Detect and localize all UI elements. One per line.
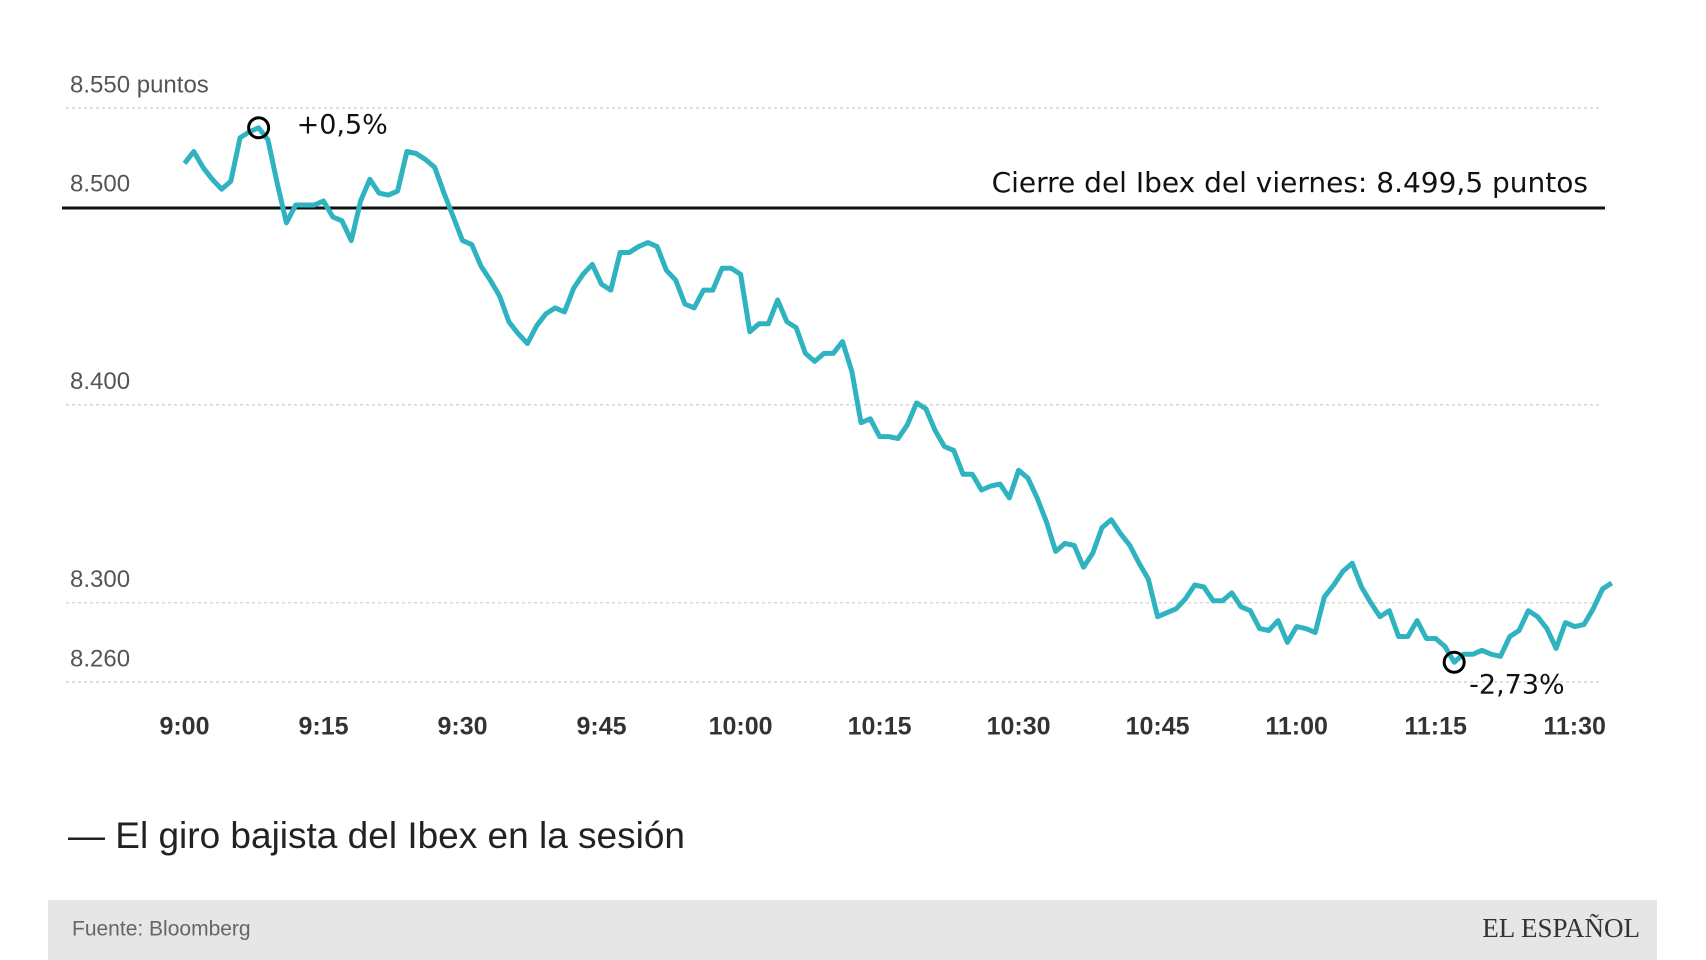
x-tick-label: 9:30 bbox=[437, 713, 487, 741]
x-tick-label: 9:00 bbox=[159, 713, 209, 741]
x-tick-label: 10:15 bbox=[848, 713, 912, 741]
y-tick-label: 8.400 bbox=[70, 368, 130, 395]
x-tick-label: 11:30 bbox=[1543, 713, 1606, 741]
logo: EL ESPAÑOL bbox=[1482, 913, 1640, 943]
x-tick-label: 11:00 bbox=[1265, 713, 1328, 741]
footer bbox=[48, 900, 1657, 960]
y-tick-label: 8.500 bbox=[70, 170, 130, 197]
y-tick-label: 8.260 bbox=[70, 645, 130, 672]
x-tick-label: 10:45 bbox=[1126, 713, 1190, 741]
x-tick-label: 9:45 bbox=[577, 713, 627, 741]
x-tick-label: 10:00 bbox=[709, 713, 773, 741]
x-tick-label: 10:30 bbox=[987, 713, 1051, 741]
annotation-marker bbox=[247, 116, 271, 140]
x-tick-label: 9:15 bbox=[298, 713, 348, 741]
y-tick-label: 8.300 bbox=[70, 566, 130, 593]
reference-label: Cierre del Ibex del viernes: 8.499,5 pun… bbox=[992, 166, 1588, 199]
source: Fuente: Bloomberg bbox=[72, 918, 251, 941]
caption: — El giro bajista del Ibex en la sesión bbox=[68, 815, 685, 856]
annotation-marker bbox=[1442, 650, 1466, 674]
y-tick-label: 8.550 puntos bbox=[70, 71, 209, 98]
annotation-label: +0,5% bbox=[297, 109, 388, 140]
x-tick-label: 11:15 bbox=[1404, 713, 1467, 741]
price-line bbox=[182, 125, 1614, 665]
annotation-label: -2,73% bbox=[1469, 670, 1565, 701]
